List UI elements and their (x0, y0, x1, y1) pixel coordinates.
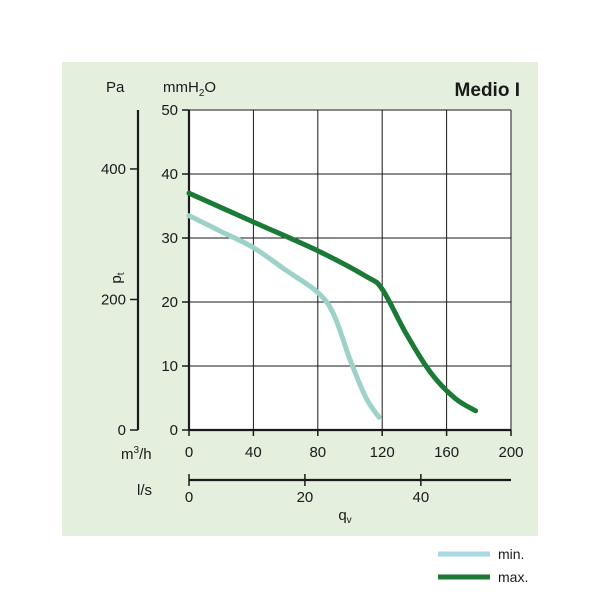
mm-tick-label: 50 (161, 102, 178, 119)
mm-ticks: 0 10 20 30 40 50 (161, 102, 189, 439)
m3h-tick-label: 0 (185, 444, 193, 461)
ls-tick-label: 40 (412, 489, 429, 506)
unit-m3h: m3/h (121, 445, 152, 463)
legend-max-label: max. (498, 569, 528, 585)
m3h-tick-label: 80 (309, 444, 326, 461)
mm-tick-label: 10 (161, 358, 178, 375)
unit-pa: Pa (106, 79, 125, 96)
x-axis-label: qv (338, 507, 351, 526)
pa-ticks: 0 200 400 (101, 161, 138, 439)
grid (189, 109, 512, 430)
mm-tick-label: 30 (161, 230, 178, 247)
m3h-tick-label: 120 (370, 444, 395, 461)
ls-tick-label: 20 (297, 489, 314, 506)
series-group (186, 190, 479, 420)
unit-ls: l/s (137, 482, 152, 499)
mm-tick-label: 40 (161, 166, 178, 183)
ls-tick-label: 0 (185, 489, 193, 506)
unit-mmh2o: mmH2O (163, 79, 216, 99)
pa-tick-label: 200 (101, 291, 126, 308)
pa-tick-label: 0 (118, 422, 126, 439)
m3h-tick-label: 200 (498, 444, 523, 461)
pa-tick-label: 400 (101, 161, 126, 178)
m3h-tick-label: 40 (245, 444, 262, 461)
y-axis-label: pt (108, 272, 127, 283)
legend: min. max. (438, 546, 528, 585)
series-line-min (186, 213, 382, 420)
chart-title: Medio I (455, 80, 520, 101)
mm-tick-label: 0 (170, 422, 178, 439)
m3h-tick-label: 160 (434, 444, 459, 461)
ls-ticks: 0 20 40 (185, 474, 429, 506)
mm-tick-label: 20 (161, 294, 178, 311)
legend-min-label: min. (498, 546, 524, 562)
series-line-max (186, 190, 479, 414)
m3h-ticks: 0 40 80 120 160 200 (185, 430, 524, 461)
